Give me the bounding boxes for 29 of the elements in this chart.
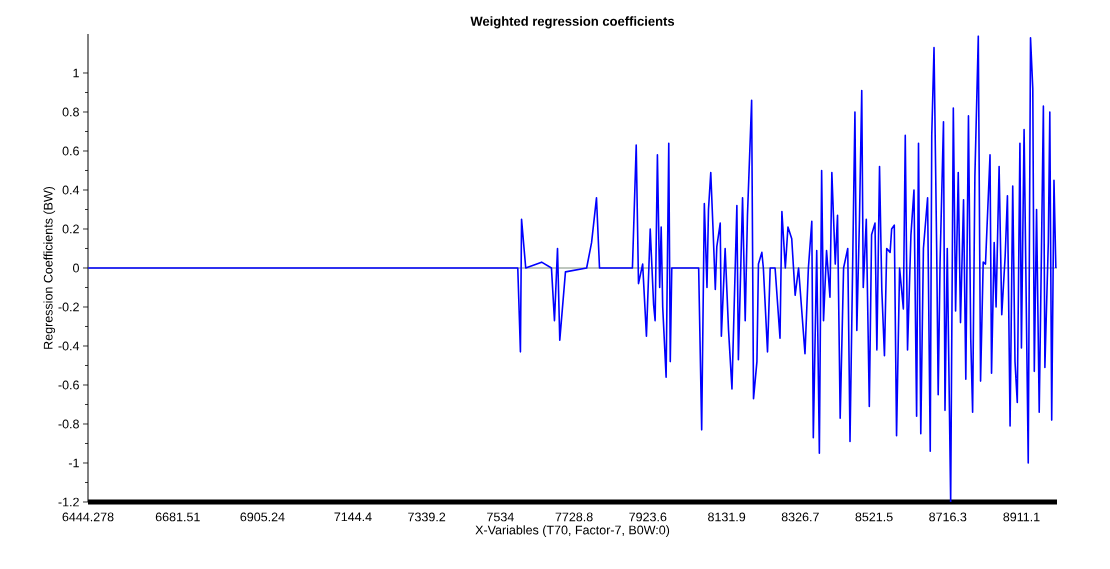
x-axis-title: X-Variables (T70, Factor-7, B0W:0) — [475, 525, 670, 537]
y-tick-label: -1.2 — [58, 497, 79, 507]
y-tick-label: 0.4 — [62, 185, 80, 195]
x-tick-label: 6444.278 — [62, 512, 114, 522]
line-series — [88, 35, 1057, 502]
x-tick-label: 6905.24 — [240, 512, 285, 522]
y-tick-label: -0.2 — [58, 302, 79, 312]
x-tick-label: 8716.3 — [929, 512, 967, 522]
x-tick-label: 8911.1 — [1003, 512, 1040, 522]
y-tick-label: 1 — [73, 68, 79, 78]
x-tick-label: 8326.7 — [781, 512, 819, 522]
y-tick-label: 0.6 — [62, 146, 79, 156]
y-tick-label: -0.6 — [58, 380, 79, 390]
x-tick-label: 7144.4 — [334, 512, 372, 522]
chart-title: Weighted regression coefficients — [470, 16, 675, 29]
x-tick-label: 7923.6 — [629, 512, 667, 522]
y-tick-label: -1 — [68, 458, 79, 468]
x-tick-label: 6681.51 — [155, 512, 200, 522]
x-tick-label: 7339.2 — [408, 512, 446, 522]
y-tick-label: 0.2 — [62, 224, 79, 234]
y-tick-label: 0 — [73, 263, 79, 273]
x-tick-label: 7534 — [487, 512, 514, 522]
y-axis-title: Regression Coefficients (BW) — [43, 186, 56, 349]
y-tick-label: 0.8 — [62, 107, 79, 117]
x-tick-label: 7728.8 — [555, 512, 593, 522]
x-tick-label: 8521.5 — [855, 512, 893, 522]
x-tick-label: 8131.9 — [708, 512, 746, 522]
y-tick-label: -0.4 — [58, 341, 80, 351]
y-tick-label: -0.8 — [58, 419, 79, 429]
